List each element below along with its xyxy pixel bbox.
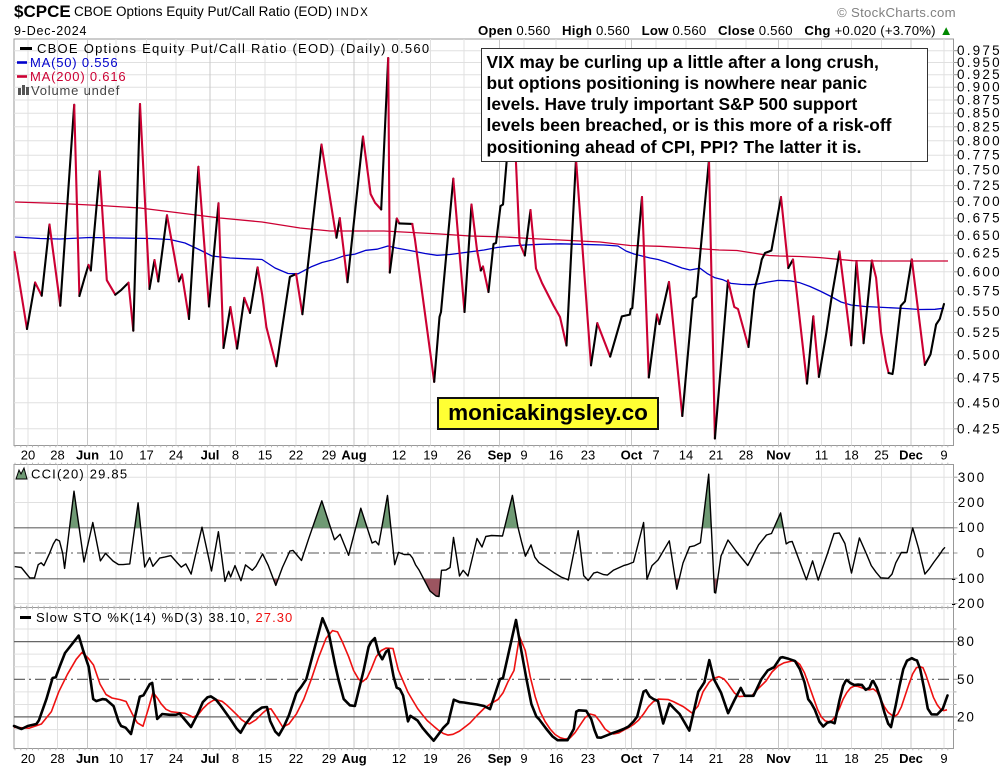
svg-text:Jul: Jul <box>201 751 220 766</box>
svg-text:10: 10 <box>109 448 123 463</box>
svg-text:0.425: 0.425 <box>957 421 1002 436</box>
svg-text:Jul: Jul <box>201 448 220 463</box>
svg-text:Dec: Dec <box>899 751 923 766</box>
svg-text:0.500: 0.500 <box>957 347 1002 362</box>
svg-text:19: 19 <box>423 448 437 463</box>
svg-text:20: 20 <box>21 448 35 463</box>
svg-text:16: 16 <box>549 751 563 766</box>
svg-text:21: 21 <box>709 751 723 766</box>
svg-text:19: 19 <box>423 751 437 766</box>
svg-text:Jun: Jun <box>76 751 99 766</box>
svg-text:28: 28 <box>739 448 753 463</box>
svg-text:CBOE Options Equity Put/Call R: CBOE Options Equity Put/Call Ratio (EOD)… <box>37 41 430 56</box>
svg-text:Oct: Oct <box>621 448 643 463</box>
svg-text:14: 14 <box>679 448 693 463</box>
svg-text:0.575: 0.575 <box>957 284 1002 299</box>
svg-text:18: 18 <box>844 448 858 463</box>
svg-text:Aug: Aug <box>341 448 366 463</box>
svg-text:7: 7 <box>652 751 659 766</box>
svg-text:9: 9 <box>520 448 527 463</box>
svg-text:11: 11 <box>815 751 829 766</box>
svg-text:17: 17 <box>139 448 153 463</box>
svg-text:24: 24 <box>169 448 183 463</box>
svg-text:25: 25 <box>874 448 888 463</box>
svg-text:Jun: Jun <box>76 448 99 463</box>
svg-text:Sep: Sep <box>488 448 512 463</box>
svg-text:0.875: 0.875 <box>957 93 1002 108</box>
svg-text:20: 20 <box>957 710 976 725</box>
svg-text:28: 28 <box>50 751 64 766</box>
svg-text:0.450: 0.450 <box>957 395 1002 410</box>
svg-text:-200: -200 <box>951 596 986 611</box>
svg-text:12: 12 <box>392 751 406 766</box>
svg-text:0.950: 0.950 <box>957 55 1002 70</box>
svg-text:0.600: 0.600 <box>957 264 1002 279</box>
svg-text:0.900: 0.900 <box>957 80 1002 95</box>
svg-text:11: 11 <box>815 448 829 463</box>
svg-text:29: 29 <box>322 448 336 463</box>
svg-text:0.475: 0.475 <box>957 371 1002 386</box>
svg-text:8: 8 <box>232 448 239 463</box>
svg-text:Sep: Sep <box>488 751 512 766</box>
svg-text:0.650: 0.650 <box>957 228 1002 243</box>
svg-text:26: 26 <box>457 448 471 463</box>
svg-text:8: 8 <box>232 751 239 766</box>
svg-text:15: 15 <box>258 751 272 766</box>
svg-text:Volume undef: Volume undef <box>31 83 120 98</box>
svg-text:50: 50 <box>957 672 976 687</box>
svg-text:24: 24 <box>169 751 183 766</box>
svg-text:Aug: Aug <box>341 751 366 766</box>
svg-text:7: 7 <box>652 448 659 463</box>
svg-text:9: 9 <box>940 751 947 766</box>
svg-text:15: 15 <box>258 448 272 463</box>
svg-text:0.850: 0.850 <box>957 106 1002 121</box>
svg-text:0.975: 0.975 <box>957 43 1002 58</box>
svg-text:25: 25 <box>874 751 888 766</box>
svg-text:0.800: 0.800 <box>957 133 1002 148</box>
svg-text:100: 100 <box>958 520 986 535</box>
svg-text:0: 0 <box>977 546 986 561</box>
svg-text:28: 28 <box>50 448 64 463</box>
svg-text:23: 23 <box>581 751 595 766</box>
svg-text:CCI(20) 29.85: CCI(20) 29.85 <box>31 467 128 482</box>
svg-text:14: 14 <box>679 751 693 766</box>
svg-text:Nov: Nov <box>766 751 791 766</box>
svg-text:0.750: 0.750 <box>957 163 1002 178</box>
svg-text:9: 9 <box>940 448 947 463</box>
svg-text:16: 16 <box>549 448 563 463</box>
svg-text:0.725: 0.725 <box>957 178 1002 193</box>
svg-text:0.700: 0.700 <box>957 194 1002 209</box>
svg-text:9: 9 <box>520 751 527 766</box>
svg-text:80: 80 <box>957 634 976 649</box>
svg-text:18: 18 <box>844 751 858 766</box>
svg-text:10: 10 <box>109 751 123 766</box>
svg-text:Nov: Nov <box>766 448 791 463</box>
svg-text:20: 20 <box>21 751 35 766</box>
svg-text:0.625: 0.625 <box>957 246 1002 261</box>
svg-text:0.775: 0.775 <box>957 148 1002 163</box>
svg-text:22: 22 <box>289 751 303 766</box>
svg-text:22: 22 <box>289 448 303 463</box>
svg-text:MA(200) 0.616: MA(200) 0.616 <box>30 69 126 84</box>
svg-text:21: 21 <box>709 448 723 463</box>
svg-text:26: 26 <box>457 751 471 766</box>
svg-text:28: 28 <box>739 751 753 766</box>
svg-text:MA(50) 0.556: MA(50) 0.556 <box>30 55 118 70</box>
svg-text:Oct: Oct <box>621 751 643 766</box>
svg-text:0.675: 0.675 <box>957 211 1002 226</box>
svg-text:300: 300 <box>958 470 986 485</box>
svg-text:0.925: 0.925 <box>957 67 1002 82</box>
svg-text:29: 29 <box>322 751 336 766</box>
svg-text:Dec: Dec <box>899 448 923 463</box>
svg-text:-100: -100 <box>951 571 986 586</box>
svg-text:0.550: 0.550 <box>957 304 1002 319</box>
svg-text:Slow STO %K(14) %D(3) 38.10, 2: Slow STO %K(14) %D(3) 38.10, 27.30 <box>36 610 293 625</box>
svg-text:23: 23 <box>581 448 595 463</box>
svg-text:17: 17 <box>139 751 153 766</box>
svg-text:0.525: 0.525 <box>957 325 1002 340</box>
svg-text:12: 12 <box>392 448 406 463</box>
svg-text:200: 200 <box>958 495 986 510</box>
svg-text:0.825: 0.825 <box>957 119 1002 134</box>
